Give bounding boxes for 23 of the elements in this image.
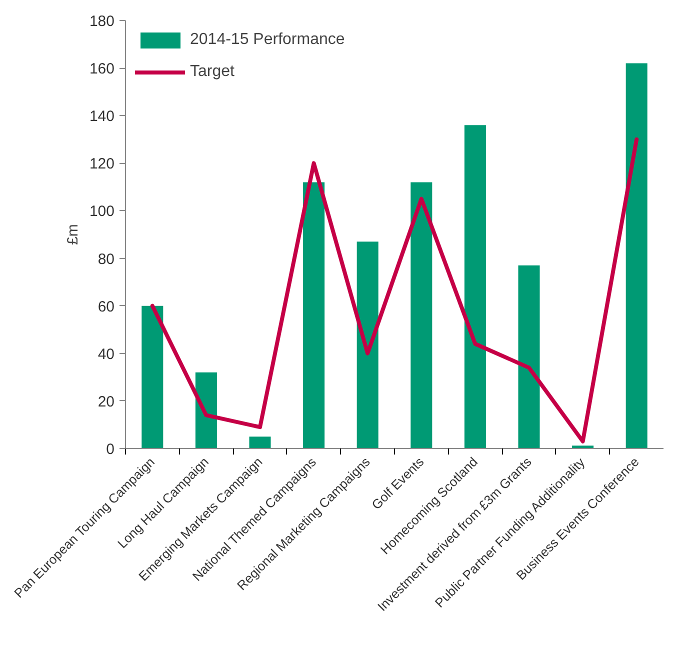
y-tick-label: 20 xyxy=(98,393,115,410)
y-tick-label: 120 xyxy=(89,156,115,173)
legend-label: Target xyxy=(190,63,234,81)
bar xyxy=(303,182,325,448)
bar xyxy=(195,372,217,448)
legend-label: 2014-15 Performance xyxy=(190,31,345,49)
y-tick-label: 160 xyxy=(89,60,115,78)
bar xyxy=(464,125,486,448)
y-tick-label: 140 xyxy=(89,108,115,126)
y-tick-label: 80 xyxy=(98,250,115,268)
y-tick-label: 100 xyxy=(89,203,115,220)
bar xyxy=(518,265,540,448)
bar xyxy=(626,63,648,448)
bar xyxy=(356,242,378,448)
bar xyxy=(410,182,432,448)
y-axis-title: £m xyxy=(64,224,82,245)
y-tick-label: 180 xyxy=(89,13,115,30)
y-tick-label: 60 xyxy=(98,298,115,316)
y-tick-label: 40 xyxy=(98,346,115,363)
bar xyxy=(249,436,271,448)
line-series xyxy=(150,137,639,444)
bar xyxy=(142,306,164,448)
y-tick-label: 0 xyxy=(106,441,114,458)
